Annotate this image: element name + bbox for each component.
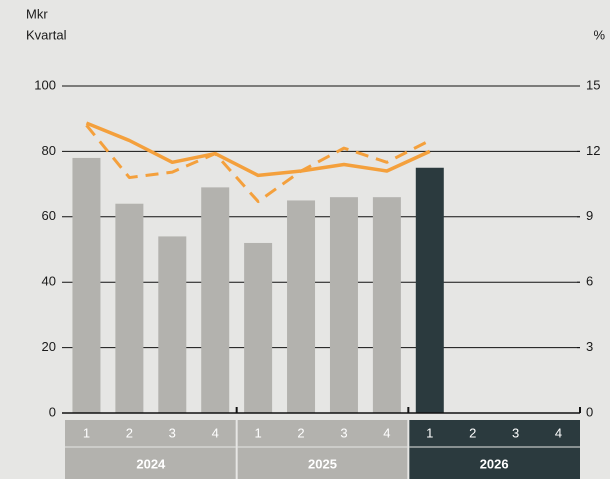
y2-tick-label: 9 <box>586 208 593 223</box>
x-tick-label: 1 <box>83 425 90 440</box>
x-tick-label: 1 <box>255 425 262 440</box>
bar <box>72 157 101 413</box>
bar <box>329 197 358 413</box>
bar <box>201 187 230 413</box>
x-tick-label: 4 <box>212 425 219 440</box>
bar <box>158 236 187 413</box>
year-label: 2024 <box>136 456 166 471</box>
y2-tick-label: 12 <box>586 143 600 158</box>
line <box>85 121 431 178</box>
y-tick-label: 100 <box>34 77 56 92</box>
x-tick-label: 1 <box>426 425 433 440</box>
x-tick-label: 2 <box>469 425 476 440</box>
year-cell <box>65 420 236 479</box>
bar <box>115 203 144 413</box>
y-tick-label: 0 <box>49 404 56 419</box>
y-tick-label: 60 <box>42 208 56 223</box>
y2-tick-label: 0 <box>586 404 593 419</box>
x-tick-label: 4 <box>555 425 562 440</box>
year-label: 2026 <box>480 456 509 471</box>
bar <box>415 167 444 413</box>
x-tick-label: 2 <box>297 425 304 440</box>
bar <box>244 242 273 413</box>
y-unit-label: Mkr <box>26 6 48 21</box>
y-tick-label: 20 <box>42 339 56 354</box>
y2-tick-label: 3 <box>586 339 593 354</box>
y2-tick-label: 6 <box>586 274 593 289</box>
y-tick-label: 40 <box>42 274 56 289</box>
x-tick-label: 4 <box>383 425 390 440</box>
x-tick-label: 3 <box>512 425 519 440</box>
x-tick-label: 3 <box>169 425 176 440</box>
year-cell <box>237 420 408 479</box>
x-tick-label: 3 <box>340 425 347 440</box>
bar <box>287 200 316 413</box>
y-tick-label: 80 <box>42 143 56 158</box>
y2-unit-label: % <box>593 27 605 42</box>
year-label: 2025 <box>308 456 337 471</box>
x-axis-label: Kvartal <box>26 27 67 42</box>
year-cell <box>409 420 580 479</box>
y2-tick-label: 15 <box>586 77 600 92</box>
x-tick-label: 2 <box>126 425 133 440</box>
bar <box>372 197 401 413</box>
dashed-line <box>85 124 431 204</box>
